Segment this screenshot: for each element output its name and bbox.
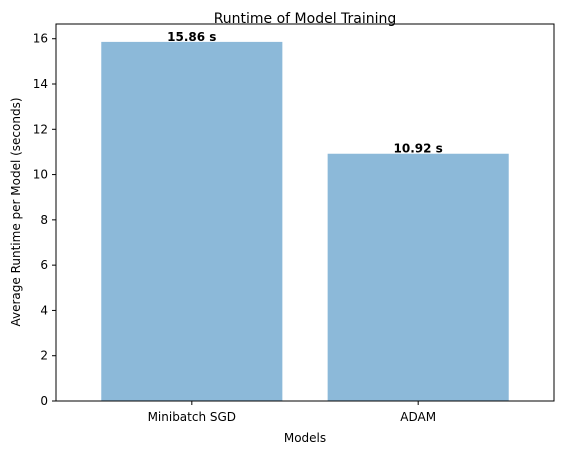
bars-layer: 15.86 s 10.92 s xyxy=(101,30,509,401)
y-tick-label: 6 xyxy=(40,258,48,272)
y-tick-label: 10 xyxy=(33,168,48,182)
y-tick-label: 8 xyxy=(40,213,48,227)
y-tick-label: 0 xyxy=(40,394,48,408)
y-tick-label: 4 xyxy=(40,303,48,317)
x-axis-label: Models xyxy=(284,431,326,445)
y-axis: 0 2 4 6 8 10 12 14 16 xyxy=(33,32,56,408)
chart-title: Runtime of Model Training xyxy=(214,11,397,27)
y-axis-label: Average Runtime per Model (seconds) xyxy=(9,97,23,326)
x-tick-label: Minibatch SGD xyxy=(148,410,236,424)
y-tick-label: 2 xyxy=(40,349,48,363)
bar-value-label: 15.86 s xyxy=(167,30,216,44)
x-axis: Minibatch SGD ADAM xyxy=(148,401,436,424)
x-tick-label: ADAM xyxy=(400,410,436,424)
plot-frame xyxy=(55,23,555,402)
bar-adam xyxy=(327,153,509,401)
bar-minibatch-sgd xyxy=(101,41,283,401)
y-tick-label: 12 xyxy=(33,122,48,136)
y-tick-label: 14 xyxy=(33,77,48,91)
y-tick-label: 16 xyxy=(33,32,48,46)
bar-value-label: 10.92 s xyxy=(394,142,443,156)
